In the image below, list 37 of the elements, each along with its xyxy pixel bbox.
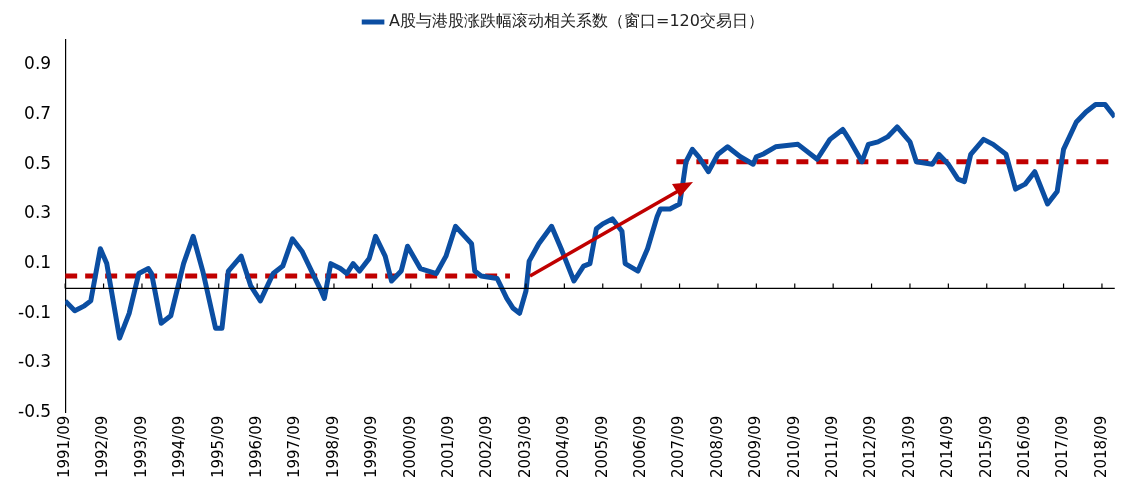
x-tick-label: 2007/09 <box>669 415 688 479</box>
x-tick-label: 2016/09 <box>1015 415 1034 479</box>
x-tick-label: 1998/09 <box>323 415 342 479</box>
x-tick-label: 2004/09 <box>554 415 573 479</box>
x-tick-label: 2011/09 <box>823 415 842 479</box>
x-tick-label: 2000/09 <box>400 415 419 479</box>
x-tick-label: 1993/09 <box>131 415 150 479</box>
x-tick-label: 1996/09 <box>247 415 266 479</box>
x-tick-label: 2017/09 <box>1053 415 1072 479</box>
x-tick-label: 1999/09 <box>362 415 381 479</box>
x-tick-label: 2015/09 <box>976 415 995 479</box>
x-tick-label: 1991/09 <box>55 415 74 479</box>
x-tick-label: 1992/09 <box>93 415 112 479</box>
y-tick-label: 0.1 <box>24 252 52 273</box>
x-tick-label: 2014/09 <box>938 415 957 479</box>
x-tick-label: 1997/09 <box>285 415 304 479</box>
x-tick-label: 2012/09 <box>861 415 880 479</box>
y-tick-label: 0.7 <box>24 102 52 123</box>
x-tick-label: 2008/09 <box>707 415 726 479</box>
y-tick-label: 0.3 <box>24 202 52 223</box>
x-tick-label: 2003/09 <box>515 415 534 479</box>
x-tick-label: 1995/09 <box>208 415 227 479</box>
x-tick-label: 2005/09 <box>592 415 611 479</box>
y-tick-label: 0.5 <box>24 152 52 173</box>
y-tick-label: 0.9 <box>24 53 52 74</box>
x-tick-label: 2018/09 <box>1091 415 1110 479</box>
x-tick-label: 2009/09 <box>746 415 765 479</box>
x-tick-label: 2001/09 <box>439 415 458 479</box>
x-tick-label: 2013/09 <box>899 415 918 479</box>
legend-label: A股与港股涨跌幅滚动相关系数（窗口=120交易日） <box>389 11 764 31</box>
y-tick-label: -0.1 <box>18 301 52 322</box>
x-tick-label: 1994/09 <box>170 415 189 479</box>
x-tick-label: 2006/09 <box>631 415 650 479</box>
x-tick-label: 2002/09 <box>477 415 496 479</box>
y-tick-label: -0.5 <box>18 401 52 422</box>
x-tick-label: 2010/09 <box>784 415 803 479</box>
y-tick-label: -0.3 <box>18 351 52 372</box>
